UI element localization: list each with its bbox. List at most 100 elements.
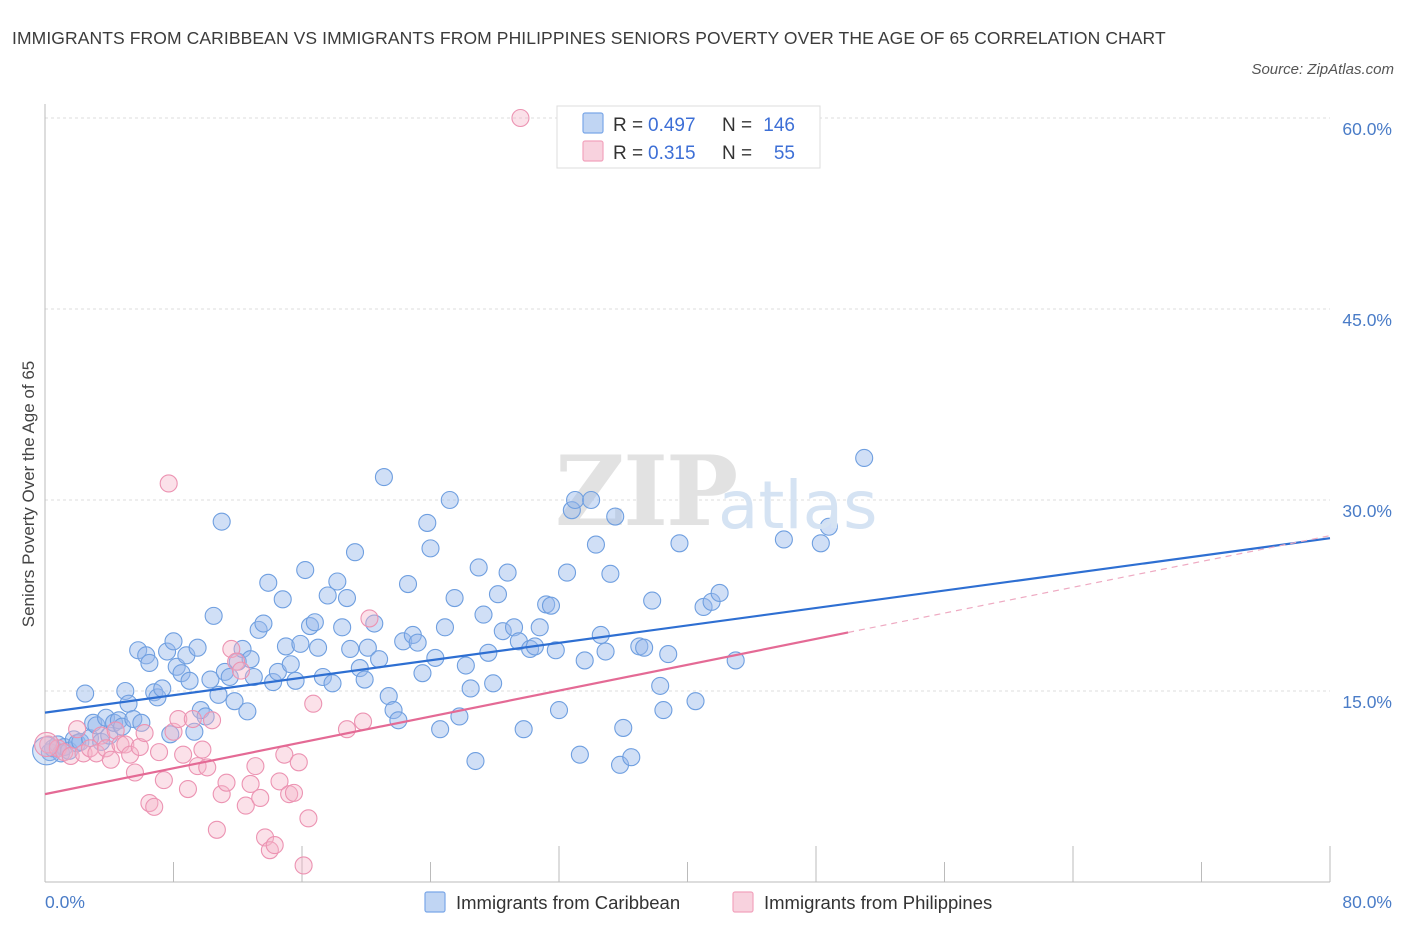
data-point: [225, 692, 244, 711]
data-point: [445, 588, 464, 608]
data-point: [498, 563, 517, 582]
data-point: [635, 638, 654, 657]
data-point: [353, 712, 373, 731]
data-point: [431, 720, 450, 739]
bottom-legend-label: Immigrants from Caribbean: [456, 892, 680, 913]
data-point: [328, 572, 347, 591]
bottom-legend: Immigrants from Caribbean Immigrants from…: [424, 891, 992, 913]
trend-line-philippines-extension: [848, 535, 1331, 634]
data-point: [132, 713, 151, 732]
data-point: [469, 558, 488, 577]
data-point: [710, 583, 729, 603]
trend-line-philippines: [44, 631, 849, 796]
data-point: [265, 836, 284, 855]
trend-lines: [44, 535, 1331, 796]
data-point: [488, 585, 508, 604]
data-point: [670, 534, 689, 553]
data-point: [296, 560, 315, 580]
data-point: [456, 656, 475, 675]
data-point: [461, 679, 480, 698]
data-point: [435, 618, 455, 637]
data-point: [421, 539, 440, 558]
data-point: [212, 512, 231, 531]
data-point: [273, 590, 292, 609]
data-point: [582, 490, 601, 510]
data-point: [291, 634, 310, 653]
data-point: [575, 651, 594, 670]
bottom-legend-label: Immigrants from Philippines: [764, 892, 992, 913]
data-point: [398, 574, 418, 594]
data-point: [180, 671, 199, 690]
data-point: [323, 674, 342, 693]
data-point: [504, 618, 524, 637]
data-point: [389, 711, 408, 730]
data-point: [474, 605, 493, 624]
legend-swatch: [582, 140, 604, 162]
data-point: [39, 735, 58, 754]
data-point: [183, 709, 202, 729]
data-point: [193, 740, 212, 759]
data-point: [345, 543, 365, 562]
data-point: [220, 667, 239, 687]
x-tick-label: 0.0%: [45, 892, 85, 912]
data-point: [101, 750, 120, 769]
data-point: [154, 771, 173, 790]
grid-lines: [45, 117, 1330, 692]
data-point: [546, 641, 565, 660]
data-point: [135, 723, 154, 743]
data-point: [246, 757, 265, 776]
data-point: [596, 642, 615, 661]
data-point: [530, 618, 549, 637]
data-point: [606, 507, 625, 526]
trend-line-caribbean: [44, 537, 1331, 714]
data-point: [440, 490, 459, 510]
data-point: [355, 670, 374, 689]
legend-n-value: 55: [774, 143, 795, 164]
y-tick-label: 30.0%: [1342, 501, 1392, 521]
data-point: [130, 737, 149, 757]
bottom-legend-swatch: [424, 891, 446, 913]
data-point: [125, 763, 144, 782]
data-point: [215, 662, 234, 681]
data-point: [614, 718, 633, 737]
x-tick-label: 80.0%: [1342, 892, 1392, 912]
bottom-legend-swatch: [732, 891, 754, 913]
data-point: [774, 530, 793, 549]
data-point: [164, 632, 183, 651]
legend-r-value: 0.497: [648, 115, 696, 136]
x-tick-labels: 0.0% 80.0%: [45, 892, 1392, 912]
data-point: [819, 517, 838, 536]
data-point: [276, 637, 295, 656]
data-point: [365, 614, 384, 633]
y-tick-label: 15.0%: [1342, 692, 1392, 712]
data-point: [337, 588, 357, 608]
y-tick-label: 45.0%: [1342, 310, 1392, 330]
data-point: [149, 743, 169, 762]
data-point: [116, 735, 135, 754]
data-point: [570, 745, 589, 764]
data-point: [304, 694, 323, 713]
data-point: [586, 535, 605, 554]
data-point: [203, 711, 222, 730]
data-point: [207, 820, 226, 839]
data-point: [161, 725, 180, 744]
data-point: [811, 534, 830, 553]
legend-n-value: 146: [763, 115, 795, 136]
data-point: [566, 490, 585, 510]
y-tick-label: 60.0%: [1342, 119, 1392, 139]
data-point: [169, 709, 188, 729]
legend-n-label: N =: [722, 115, 752, 136]
data-point: [96, 739, 116, 758]
data-point: [294, 856, 313, 875]
data-point: [153, 679, 172, 698]
data-point: [418, 513, 437, 532]
legend-box: R = 0.497 N = 146 R = 0.315 N = 55: [556, 105, 821, 169]
data-point: [231, 661, 251, 680]
data-point: [643, 591, 662, 610]
data-point: [236, 796, 255, 815]
data-point: [305, 613, 324, 632]
data-point: [76, 684, 95, 703]
data-point: [299, 809, 318, 828]
data-point: [384, 701, 403, 720]
